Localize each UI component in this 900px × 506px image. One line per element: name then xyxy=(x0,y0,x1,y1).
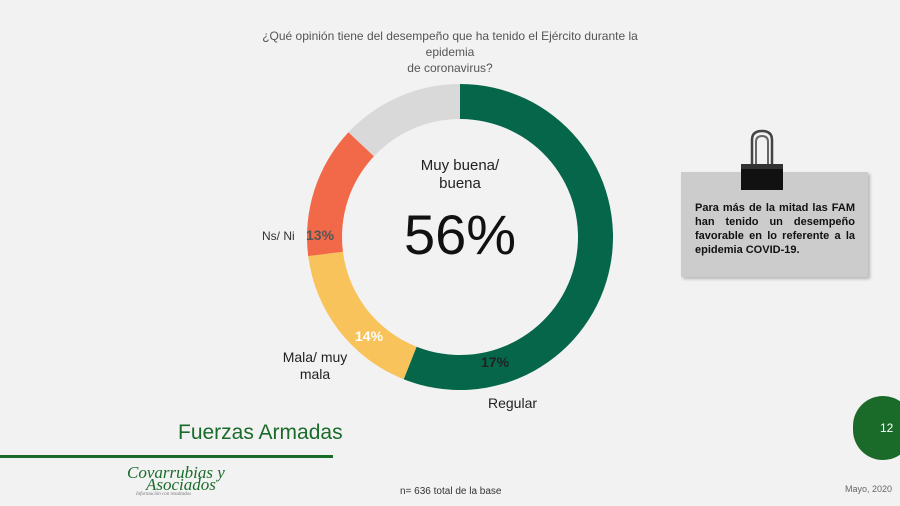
logo-line-1: Covarrubias y xyxy=(127,463,225,482)
regular-percentage-label: 17% xyxy=(481,354,510,370)
donut-slice-3 xyxy=(348,84,460,157)
section-divider xyxy=(0,455,333,458)
logo-line-2: Asociados xyxy=(146,475,216,494)
regular-category-label: Regular xyxy=(488,395,538,411)
donut-slice-0 xyxy=(403,84,613,390)
center-category-line-1: Muy buena/ xyxy=(420,157,500,174)
callout-note-text: Para más de la mitad las FAM han tenido … xyxy=(695,202,855,256)
ns-percentage-label: 13% xyxy=(306,227,335,243)
logo-tagline: Información con resultados xyxy=(136,492,192,497)
section-title: Fuerzas Armadas xyxy=(178,421,343,444)
page-number: 12 xyxy=(880,421,894,435)
report-date: Mayo, 2020 xyxy=(845,484,893,494)
mala-percentage-label: 14% xyxy=(355,328,384,344)
center-percentage: 56% xyxy=(403,203,517,266)
question-line-2: de coronavirus? xyxy=(407,61,493,75)
donut-slice-2 xyxy=(306,132,374,257)
company-logo: Covarrubias y Asociados Información con … xyxy=(124,463,225,499)
sample-base-note: n= 636 total de la base xyxy=(400,486,502,497)
donut-slice-1 xyxy=(308,251,417,380)
mala-category-label: Mala/ muy mala xyxy=(270,349,360,383)
ns-category-label: Ns/ Ni xyxy=(262,229,295,243)
mala-category-line-2: mala xyxy=(299,366,331,382)
binder-clip-icon xyxy=(741,129,783,190)
center-category-label: Muy buena/ buena xyxy=(390,157,530,193)
center-category-line-2: buena xyxy=(439,175,481,192)
chart-question: ¿Qué opinión tiene del desempeño que ha … xyxy=(250,28,650,76)
mala-category-line-1: Mala/ muy xyxy=(282,349,348,365)
page-number-badge xyxy=(853,396,900,460)
question-line-1: ¿Qué opinión tiene del desempeño que ha … xyxy=(262,29,638,59)
